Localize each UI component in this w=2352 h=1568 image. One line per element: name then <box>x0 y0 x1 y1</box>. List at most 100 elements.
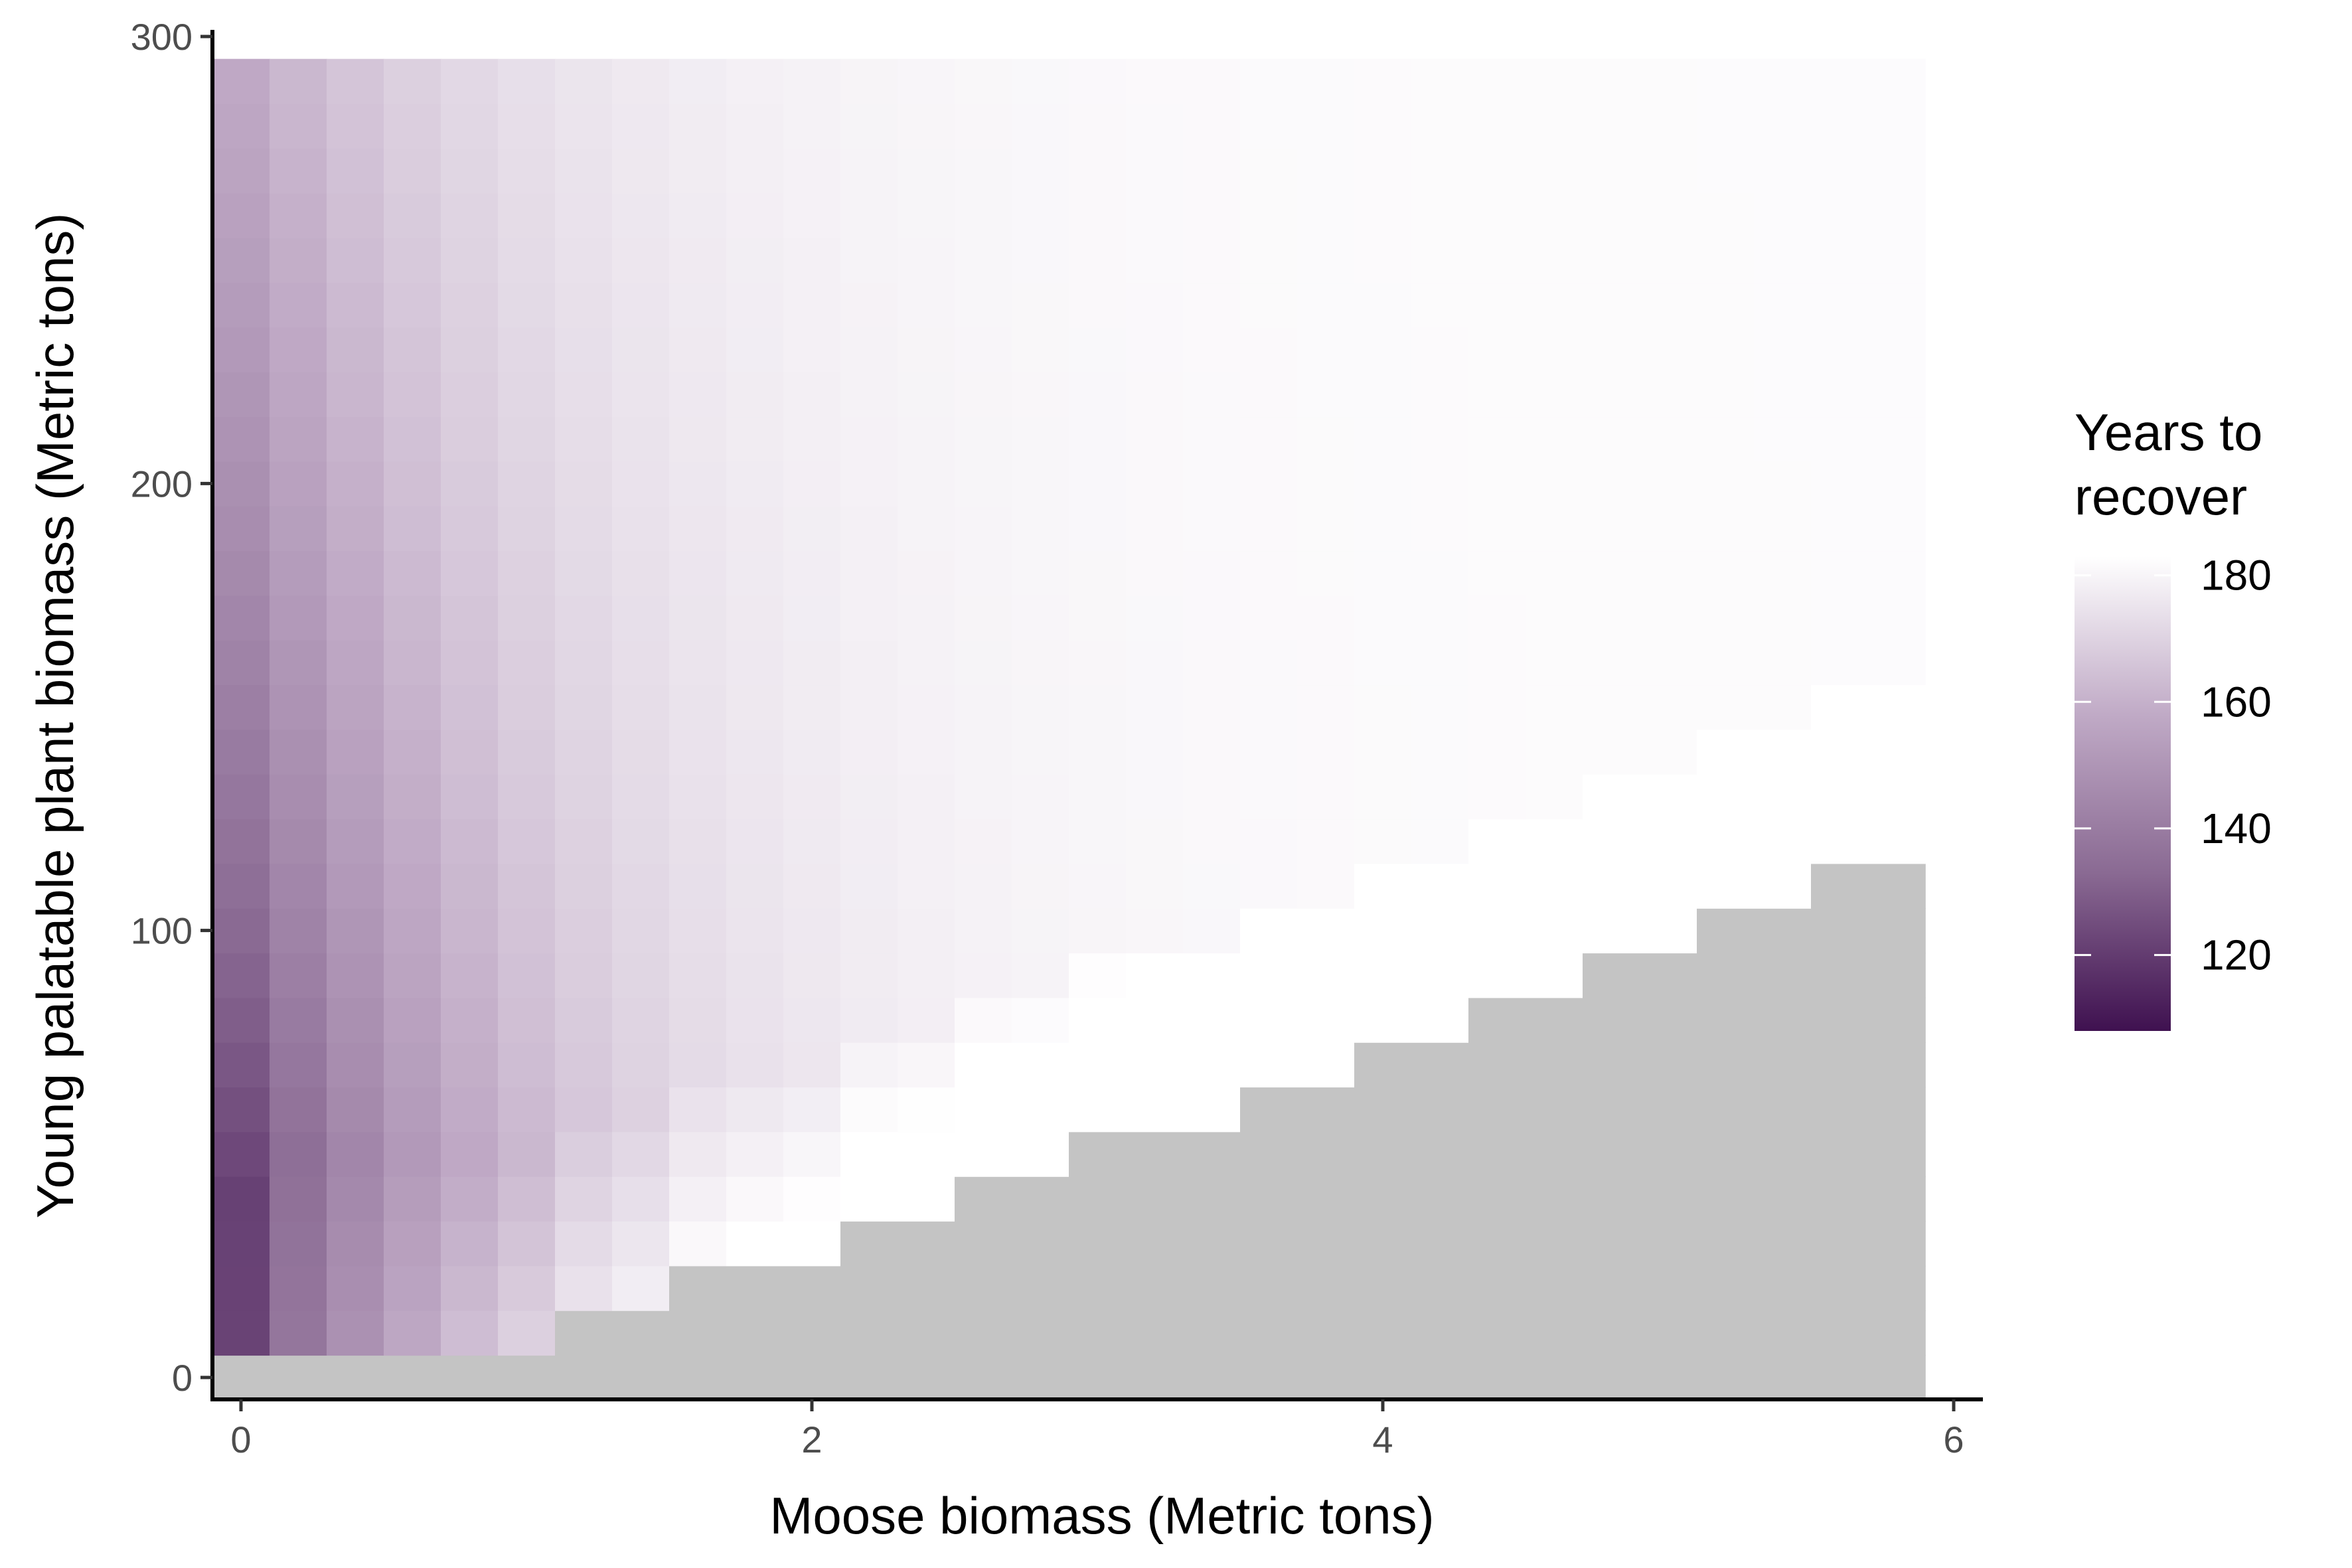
heatmap-cell <box>783 1221 841 1267</box>
x-ticks: 0 2 4 6 <box>230 1399 1964 1460</box>
heatmap-cell <box>1526 1310 1583 1356</box>
heatmap-cell <box>726 148 784 194</box>
heatmap-cell <box>1069 1131 1127 1177</box>
heatmap-cell <box>783 1087 841 1133</box>
heatmap-cell <box>1811 372 1869 418</box>
heatmap-cell <box>1468 774 1526 820</box>
heatmap-cell <box>955 461 1012 507</box>
heatmap-cell <box>840 104 898 149</box>
heatmap-cell <box>783 550 841 596</box>
heatmap-cell <box>783 1265 841 1311</box>
heatmap-cell <box>1126 863 1184 909</box>
heatmap-cell <box>669 595 727 641</box>
heatmap-cell <box>1640 684 1697 730</box>
heatmap-cell <box>1526 640 1583 686</box>
heatmap-cell <box>1526 506 1583 552</box>
heatmap-cell <box>1354 1355 1412 1401</box>
heatmap-cell <box>384 1042 441 1088</box>
heatmap-cell <box>1526 104 1583 149</box>
heatmap-cell <box>270 506 327 552</box>
heatmap-cell <box>1583 506 1640 552</box>
heatmap-cell <box>726 774 784 820</box>
heatmap-cell <box>270 58 327 104</box>
heatmap-cell <box>1811 1355 1869 1401</box>
heatmap-cell <box>783 595 841 641</box>
heatmap-cell <box>1411 729 1469 775</box>
heatmap-cell <box>726 416 784 462</box>
heatmap-cell <box>270 819 327 864</box>
heatmap-cell <box>1811 997 1869 1043</box>
heatmap-cell <box>840 774 898 820</box>
heatmap-cell <box>1640 729 1697 775</box>
heatmap-cell <box>1468 104 1526 149</box>
heatmap-cell <box>1240 1265 1298 1311</box>
heatmap-cell <box>955 327 1012 372</box>
heatmap-cell <box>955 148 1012 194</box>
heatmap-cell <box>1126 372 1184 418</box>
heatmap-cell <box>783 506 841 552</box>
heatmap-cell <box>1697 640 1755 686</box>
heatmap-cell <box>384 238 441 283</box>
heatmap-cell <box>1240 1087 1298 1133</box>
heatmap-cell <box>783 729 841 775</box>
heatmap-cell <box>898 863 955 909</box>
heatmap-cell <box>214 372 270 418</box>
heatmap-cell <box>1526 1176 1583 1222</box>
heatmap-cell <box>555 58 613 104</box>
heatmap-cell <box>498 774 556 820</box>
heatmap-cell <box>1354 1221 1412 1267</box>
heatmap-cell <box>1583 863 1640 909</box>
heatmap-cell <box>1583 819 1640 864</box>
heatmap-cell <box>1640 104 1697 149</box>
heatmap-cell <box>1868 416 1926 462</box>
heatmap-cell <box>1640 1310 1697 1356</box>
heatmap-cell <box>1069 595 1127 641</box>
heatmap-cell <box>783 282 841 328</box>
heatmap-cell <box>441 908 499 954</box>
heatmap-cell <box>555 908 613 954</box>
heatmap-cell <box>441 1310 499 1356</box>
heatmap-cell <box>1868 819 1926 864</box>
heatmap-cell <box>1240 997 1298 1043</box>
heatmap-cell <box>1754 327 1812 372</box>
x-axis-title: Moose biomass (Metric tons) <box>769 1486 1434 1545</box>
heatmap-cell <box>1754 104 1812 149</box>
heatmap-cell <box>1697 550 1755 596</box>
heatmap-cell <box>1468 238 1526 283</box>
heatmap-cell <box>1640 1221 1697 1267</box>
heatmap-cell <box>384 282 441 328</box>
heatmap-cell <box>1240 1042 1298 1088</box>
heatmap-cell <box>1012 1176 1069 1222</box>
heatmap-cell <box>441 729 499 775</box>
heatmap-cell <box>1012 1265 1069 1311</box>
heatmap-cell <box>1411 1310 1469 1356</box>
heatmap-cell <box>898 327 955 372</box>
heatmap-cell <box>384 1087 441 1133</box>
heatmap-cell <box>1468 1221 1526 1267</box>
y-axis-title: Young palatable plant biomass (Metric to… <box>26 213 84 1219</box>
heatmap-cell <box>898 1042 955 1088</box>
heatmap-cell <box>1468 58 1526 104</box>
heatmap-cell <box>955 819 1012 864</box>
heatmap-cell <box>1697 1087 1755 1133</box>
heatmap-cell <box>1183 506 1241 552</box>
heatmap-cell <box>840 282 898 328</box>
heatmap-cell <box>1012 550 1069 596</box>
heatmap-cell <box>1811 908 1869 954</box>
heatmap-cell <box>1297 506 1355 552</box>
heatmap-cell <box>1697 1355 1755 1401</box>
heatmap-cell <box>1583 729 1640 775</box>
heatmap-cell <box>1811 104 1869 149</box>
heatmap-cell <box>441 863 499 909</box>
heatmap-cell <box>1012 416 1069 462</box>
heatmap-cell <box>1297 953 1355 998</box>
heatmap-cell <box>1183 1042 1241 1088</box>
heatmap-cell <box>327 595 384 641</box>
heatmap-cell <box>1640 327 1697 372</box>
heatmap-cell <box>612 595 670 641</box>
heatmap-cell <box>1640 416 1697 462</box>
heatmap-cell <box>726 997 784 1043</box>
heatmap-cell <box>1583 193 1640 238</box>
heatmap-cell <box>384 1221 441 1267</box>
heatmap-cell <box>1297 1087 1355 1133</box>
